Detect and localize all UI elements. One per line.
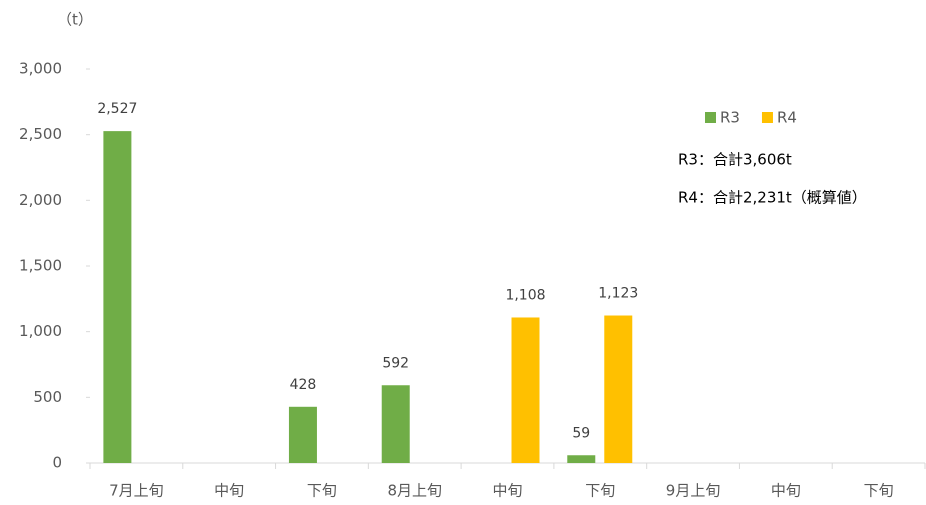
legend-label: R3 — [720, 109, 740, 127]
bar — [103, 131, 132, 463]
y-tick-label: 3,000 — [19, 60, 62, 78]
value-label: 2,527 — [97, 101, 137, 117]
y-tick-label: 0 — [52, 454, 62, 472]
unit-label: （t） — [57, 11, 93, 29]
x-tick-label: 9月上旬 — [666, 482, 721, 500]
x-tick-label: 中旬 — [492, 482, 522, 500]
x-tick-label: 中旬 — [214, 482, 244, 500]
bar — [604, 315, 633, 463]
bar — [567, 455, 596, 463]
value-label: 1,108 — [505, 287, 545, 303]
value-label: 59 — [572, 425, 590, 441]
x-tick-label: 下旬 — [307, 482, 337, 500]
bar — [288, 406, 317, 463]
y-tick-label: 1,500 — [19, 257, 62, 275]
y-tick-label: 2,500 — [19, 125, 62, 143]
bar — [511, 317, 540, 463]
legend-label: R4 — [777, 109, 797, 127]
y-tick-label: 2,000 — [19, 191, 62, 209]
bar — [381, 385, 410, 463]
value-label: 428 — [290, 377, 317, 393]
x-tick-label: 下旬 — [585, 482, 615, 500]
x-tick-label: 7月上旬 — [109, 482, 164, 500]
annotation: R3：合計3,606t — [678, 151, 792, 169]
legend-swatch — [761, 112, 773, 123]
x-tick-label: 下旬 — [864, 482, 894, 500]
value-label: 1,123 — [598, 286, 638, 302]
value-label: 592 — [382, 355, 409, 371]
y-tick-label: 1,000 — [19, 322, 62, 340]
x-tick-label: 8月上旬 — [387, 482, 442, 500]
y-tick-label: 500 — [33, 388, 62, 406]
legend-swatch — [705, 112, 716, 123]
annotation: R4：合計2,231t（概算値） — [678, 189, 867, 207]
x-tick-label: 中旬 — [771, 482, 801, 500]
